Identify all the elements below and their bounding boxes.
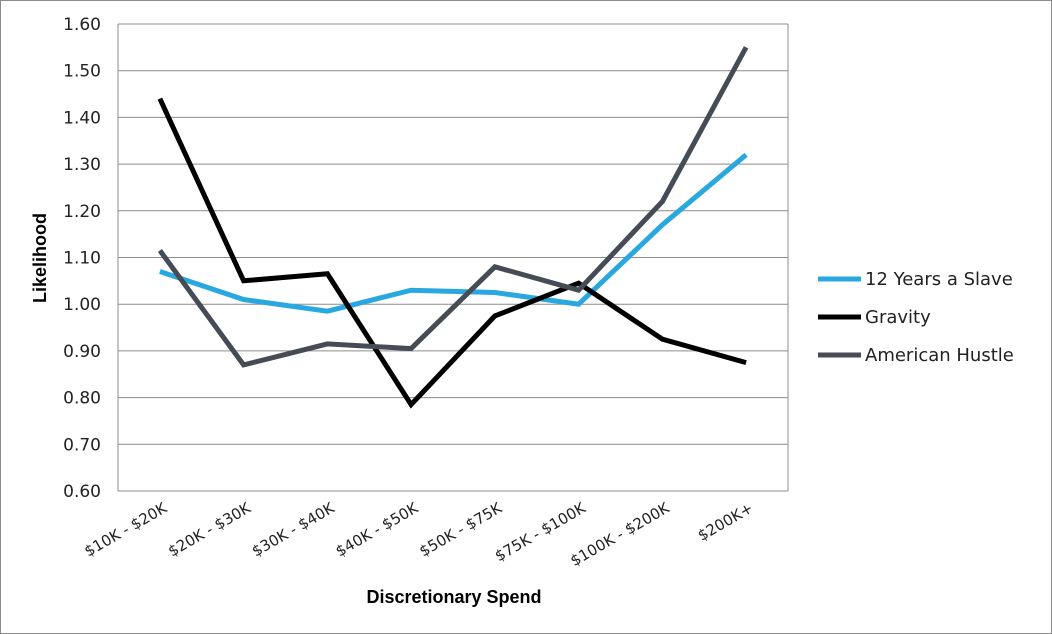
y-tick-label: 0.70 [63,435,101,455]
y-axis-title: Likelihood [30,213,50,303]
legend: 12 Years a Slave Gravity American Hustle [818,269,1014,366]
legend-label: Gravity [865,307,931,328]
y-tick-label: 1.00 [63,295,101,315]
y-tick-label: 0.80 [63,389,101,409]
y-tick-label: 1.40 [63,108,101,128]
y-tick-label: 1.10 [63,249,101,269]
y-tick-label: 1.20 [63,202,101,222]
legend-label: 12 Years a Slave [865,269,1013,290]
legend-label: American Hustle [865,345,1014,366]
x-tick-label: $30K - $40K [249,498,339,560]
series-line-0 [159,152,748,314]
y-tick-label: 1.30 [63,155,101,175]
x-axis-ticks: $10K - $20K$20K - $30K$30K - $40K$40K - … [81,498,756,570]
x-tick-label: $200K+ [695,499,756,545]
series-lines [157,46,749,409]
y-tick-label: 0.90 [63,342,101,362]
y-tick-label: 1.50 [63,62,101,82]
y-axis-ticks: 0.60 0.70 0.80 0.90 1.00 1.10 1.20 1.30 1.40 1.50… [63,15,101,502]
y-tick-label: 0.60 [63,482,101,502]
x-tick-label: $10K - $20K [81,498,171,560]
y-tick-label: 1.60 [63,15,101,35]
gridlines [117,23,789,492]
series-line-2 [157,46,749,368]
series-line-1 [157,97,747,409]
x-axis-title: Discretionary Spend [366,587,541,607]
x-tick-label: $20K - $30K [165,498,255,560]
x-tick-label: $40K - $50K [333,498,423,560]
